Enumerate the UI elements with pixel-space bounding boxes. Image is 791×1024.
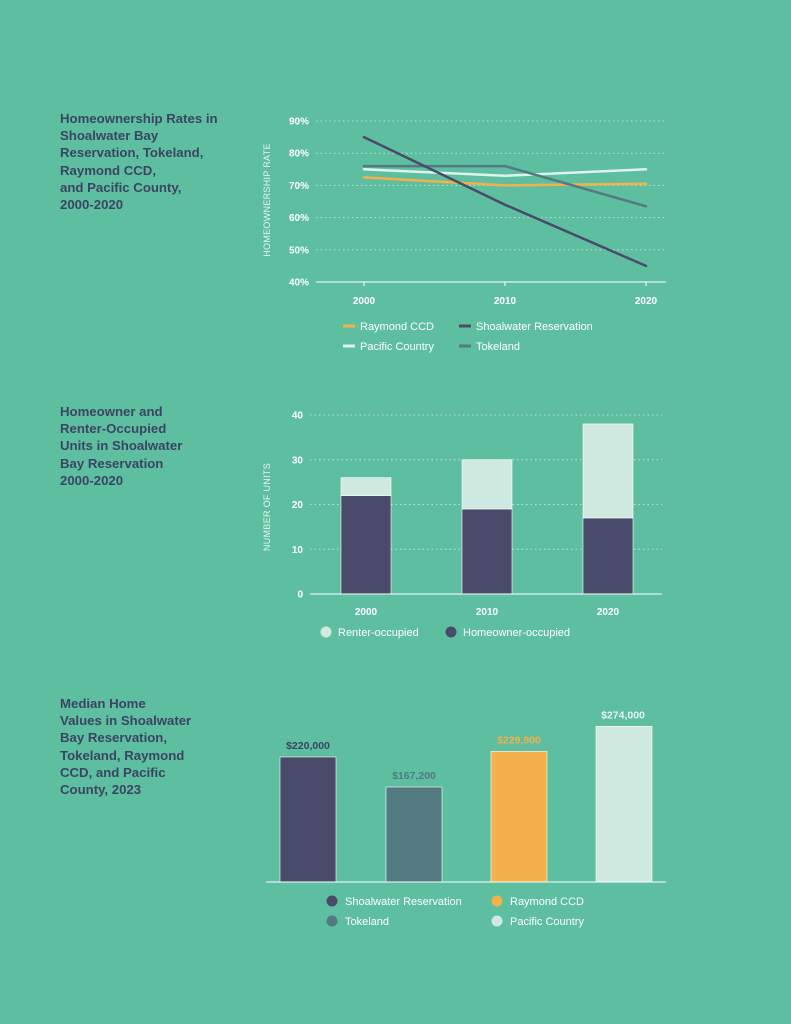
y-tick-label: 10: [292, 545, 304, 556]
units-stacked-bar-chart: 0 10 20 30 40 NUMBER OF UNITS 2000 2010 2020 Rent…: [262, 411, 662, 639]
y-tick-label: 0: [297, 590, 303, 601]
series-line-raymond-ccd: [362, 176, 648, 187]
legend-label-shoalwater-reservation: Shoalwater Reservation: [476, 321, 593, 333]
y-axis-title: NUMBER OF UNITS: [262, 463, 272, 551]
bar-homeowner-occupied-2000: [340, 495, 392, 595]
y-tick-label: 60%: [289, 213, 309, 224]
y-tick-label: 40: [292, 411, 304, 422]
bar-shoalwater-reservation: [279, 756, 337, 883]
y-tick-label: 20: [292, 500, 304, 511]
bar-homeowner-occupied-2020: [582, 517, 634, 595]
y-tick-label: 50%: [289, 245, 309, 256]
y-tick-label: 40%: [289, 278, 309, 289]
line-chart-title: Homeownership Rates in Shoalwater Bay Re…: [60, 111, 218, 213]
data-label-tokeland: $167,200: [392, 770, 436, 782]
stacked-bar-chart-title: Homeowner and Renter-Occupied Units in S…: [60, 404, 183, 488]
bar-tokeland: [385, 786, 443, 883]
legend-label-raymond-ccd: Raymond CCD: [360, 321, 434, 333]
series-line-tokeland: [362, 164, 648, 208]
bar-renter-occupied-2020: [582, 423, 634, 519]
bar-renter-occupied-2010: [461, 459, 513, 510]
data-label-raymond-ccd: $229,800: [497, 734, 541, 746]
median-home-value-bar-chart: $220,000 $167,200 $229,800 $274,000 Shoalwat…: [266, 709, 666, 928]
y-tick-label: 30: [292, 455, 304, 466]
legend-label-homeowner-occupied: Homeowner-occupied: [463, 627, 570, 639]
x-tick-label: 2010: [476, 607, 499, 618]
legend-swatch-tokeland: [326, 915, 338, 927]
legend-label-shoalwater-reservation: Shoalwater Reservation: [345, 896, 462, 908]
bar-pacific-country: [595, 726, 653, 883]
legend-label-renter-occupied: Renter-occupied: [338, 627, 419, 639]
legend-swatch-raymond-ccd: [491, 895, 503, 907]
homeownership-rate-line-chart: 40% 50% 60% 70% 80% 90% 2000 2010 2020 HOMEOWNERS…: [262, 117, 666, 353]
series-line-shoalwater-reservation: [362, 135, 648, 268]
x-tick-label: 2000: [353, 296, 376, 307]
y-tick-label: 80%: [289, 149, 309, 160]
y-tick-label: 90%: [289, 117, 309, 128]
legend-swatch-homeowner-occupied: [445, 626, 457, 638]
y-axis-title: HOMEOWNERSHIP RATE: [262, 143, 272, 257]
legend-swatch-renter-occupied: [320, 626, 332, 638]
legend-label-tokeland: Tokeland: [345, 916, 389, 928]
median-values-chart-title: Median Home Values in Shoalwater Bay Res…: [60, 696, 192, 798]
y-tick-label: 70%: [289, 181, 309, 192]
legend-label-pacific-country: Pacific Country: [360, 341, 434, 353]
bar-raymond-ccd: [490, 751, 548, 883]
legend-label-pacific-country: Pacific Country: [510, 916, 584, 928]
legend-label-tokeland: Tokeland: [476, 341, 520, 353]
data-label-pacific-country: $274,000: [601, 709, 645, 721]
x-tick-label: 2020: [635, 296, 658, 307]
series-line-pacific-country: [362, 168, 648, 177]
x-tick-label: 2020: [597, 607, 620, 618]
bar-homeowner-occupied-2010: [461, 508, 513, 595]
bar-renter-occupied-2000: [340, 477, 392, 496]
x-tick-label: 2000: [355, 607, 378, 618]
legend-swatch-pacific-country: [491, 915, 503, 927]
legend-label-raymond-ccd: Raymond CCD: [510, 896, 584, 908]
x-tick-label: 2010: [494, 296, 517, 307]
legend-swatch-shoalwater-reservation: [326, 895, 338, 907]
data-label-shoalwater-reservation: $220,000: [286, 740, 330, 752]
